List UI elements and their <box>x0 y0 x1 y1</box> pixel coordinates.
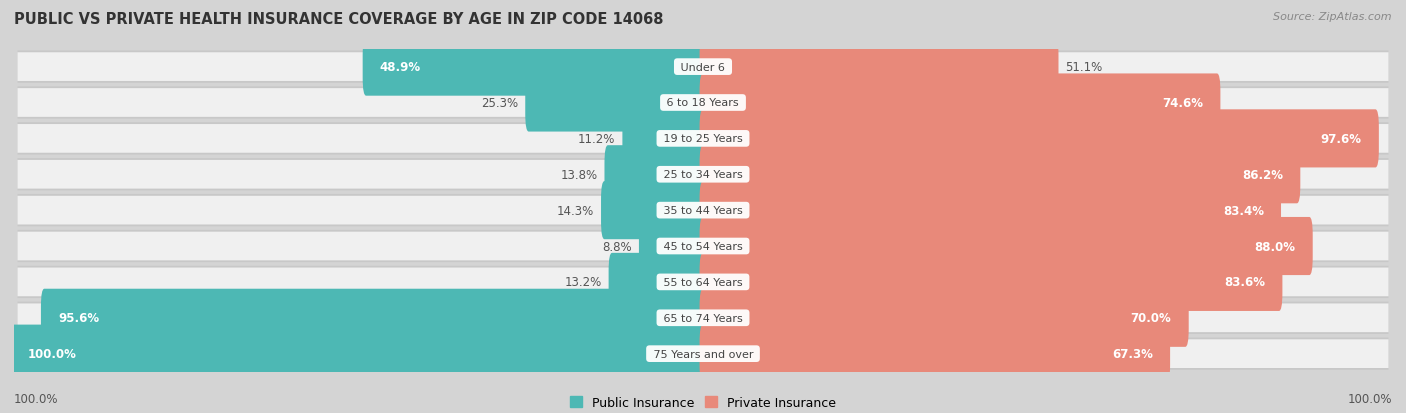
FancyBboxPatch shape <box>17 89 1389 118</box>
Text: 65 to 74 Years: 65 to 74 Years <box>659 313 747 323</box>
FancyBboxPatch shape <box>17 230 1389 263</box>
FancyBboxPatch shape <box>17 87 1389 119</box>
FancyBboxPatch shape <box>526 74 706 132</box>
FancyBboxPatch shape <box>17 196 1389 225</box>
FancyBboxPatch shape <box>638 217 706 275</box>
FancyBboxPatch shape <box>17 266 1389 298</box>
Text: PUBLIC VS PRIVATE HEALTH INSURANCE COVERAGE BY AGE IN ZIP CODE 14068: PUBLIC VS PRIVATE HEALTH INSURANCE COVER… <box>14 12 664 27</box>
Text: 83.4%: 83.4% <box>1223 204 1264 217</box>
Text: 75 Years and over: 75 Years and over <box>650 349 756 359</box>
FancyBboxPatch shape <box>17 338 1389 370</box>
Text: 100.0%: 100.0% <box>1347 392 1392 405</box>
Text: 67.3%: 67.3% <box>1112 347 1153 360</box>
FancyBboxPatch shape <box>363 38 706 97</box>
Text: 95.6%: 95.6% <box>58 311 100 325</box>
FancyBboxPatch shape <box>700 325 1170 383</box>
FancyBboxPatch shape <box>609 253 706 311</box>
FancyBboxPatch shape <box>17 159 1389 191</box>
FancyBboxPatch shape <box>17 302 1389 334</box>
FancyBboxPatch shape <box>600 182 706 240</box>
Text: Source: ZipAtlas.com: Source: ZipAtlas.com <box>1274 12 1392 22</box>
Text: 8.8%: 8.8% <box>602 240 633 253</box>
Text: 74.6%: 74.6% <box>1163 97 1204 110</box>
FancyBboxPatch shape <box>700 74 1220 132</box>
FancyBboxPatch shape <box>17 161 1389 189</box>
Text: 97.6%: 97.6% <box>1320 133 1361 145</box>
FancyBboxPatch shape <box>700 217 1313 275</box>
FancyBboxPatch shape <box>700 110 1379 168</box>
FancyBboxPatch shape <box>700 289 1188 347</box>
FancyBboxPatch shape <box>17 268 1389 297</box>
Text: 100.0%: 100.0% <box>14 392 59 405</box>
Text: 25 to 34 Years: 25 to 34 Years <box>659 170 747 180</box>
Text: 45 to 54 Years: 45 to 54 Years <box>659 242 747 252</box>
Text: 83.6%: 83.6% <box>1225 276 1265 289</box>
Text: 13.2%: 13.2% <box>564 276 602 289</box>
Text: 11.2%: 11.2% <box>578 133 616 145</box>
Legend: Public Insurance, Private Insurance: Public Insurance, Private Insurance <box>565 391 841 413</box>
Text: 55 to 64 Years: 55 to 64 Years <box>659 277 747 287</box>
Text: 25.3%: 25.3% <box>481 97 519 110</box>
FancyBboxPatch shape <box>17 304 1389 332</box>
FancyBboxPatch shape <box>17 51 1389 83</box>
FancyBboxPatch shape <box>17 123 1389 155</box>
FancyBboxPatch shape <box>17 125 1389 153</box>
Text: 86.2%: 86.2% <box>1241 169 1284 181</box>
Text: 35 to 44 Years: 35 to 44 Years <box>659 206 747 216</box>
Text: 19 to 25 Years: 19 to 25 Years <box>659 134 747 144</box>
Text: 48.9%: 48.9% <box>380 61 420 74</box>
FancyBboxPatch shape <box>605 146 706 204</box>
Text: 70.0%: 70.0% <box>1130 311 1171 325</box>
FancyBboxPatch shape <box>700 253 1282 311</box>
FancyBboxPatch shape <box>700 182 1281 240</box>
FancyBboxPatch shape <box>623 110 706 168</box>
FancyBboxPatch shape <box>17 232 1389 261</box>
FancyBboxPatch shape <box>700 146 1301 204</box>
Text: 88.0%: 88.0% <box>1254 240 1295 253</box>
Text: 51.1%: 51.1% <box>1066 61 1102 74</box>
FancyBboxPatch shape <box>17 53 1389 82</box>
FancyBboxPatch shape <box>17 339 1389 368</box>
Text: Under 6: Under 6 <box>678 62 728 72</box>
Text: 14.3%: 14.3% <box>557 204 595 217</box>
Text: 100.0%: 100.0% <box>28 347 77 360</box>
FancyBboxPatch shape <box>17 195 1389 227</box>
Text: 6 to 18 Years: 6 to 18 Years <box>664 98 742 108</box>
FancyBboxPatch shape <box>11 325 706 383</box>
Text: 13.8%: 13.8% <box>561 169 598 181</box>
FancyBboxPatch shape <box>41 289 706 347</box>
FancyBboxPatch shape <box>700 38 1059 97</box>
